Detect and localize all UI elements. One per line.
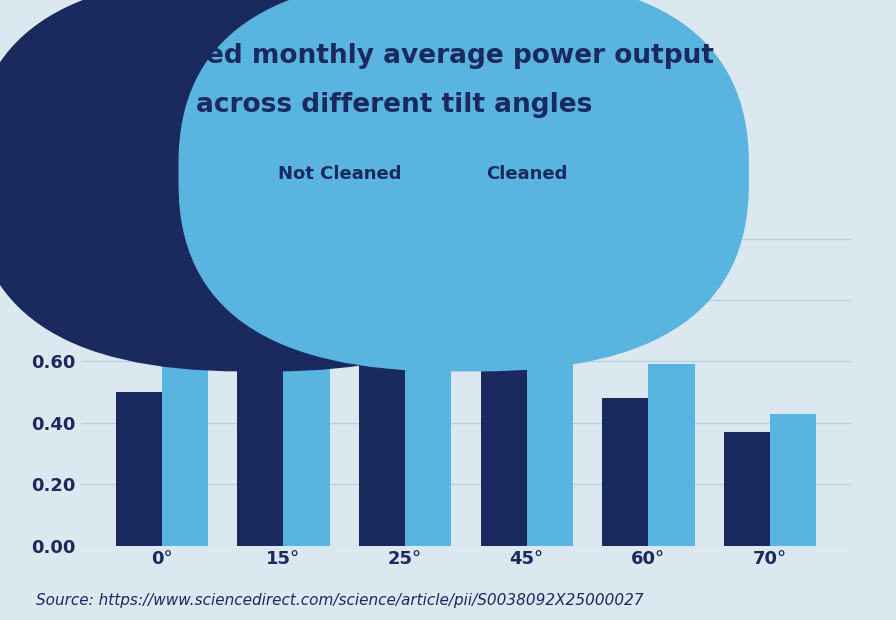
Text: Source: https://www.sciencedirect.com/science/article/pii/S0038092X25000027: Source: https://www.sciencedirect.com/sc…: [36, 593, 643, 608]
Text: Cleaned: Cleaned: [486, 164, 567, 183]
Text: Not Cleaned: Not Cleaned: [278, 164, 401, 183]
Bar: [116, 392, 162, 546]
Bar: [359, 321, 405, 546]
Text: across different tilt angles: across different tilt angles: [196, 92, 592, 118]
Bar: [162, 334, 208, 546]
Bar: [724, 432, 770, 546]
Bar: [649, 365, 694, 546]
Bar: [527, 291, 573, 546]
Text: Normalized monthly average power output: Normalized monthly average power output: [74, 43, 714, 69]
Bar: [405, 288, 452, 546]
Bar: [770, 414, 816, 546]
Bar: [480, 346, 527, 546]
Bar: [237, 358, 283, 546]
Bar: [602, 398, 649, 546]
Bar: [283, 303, 330, 546]
